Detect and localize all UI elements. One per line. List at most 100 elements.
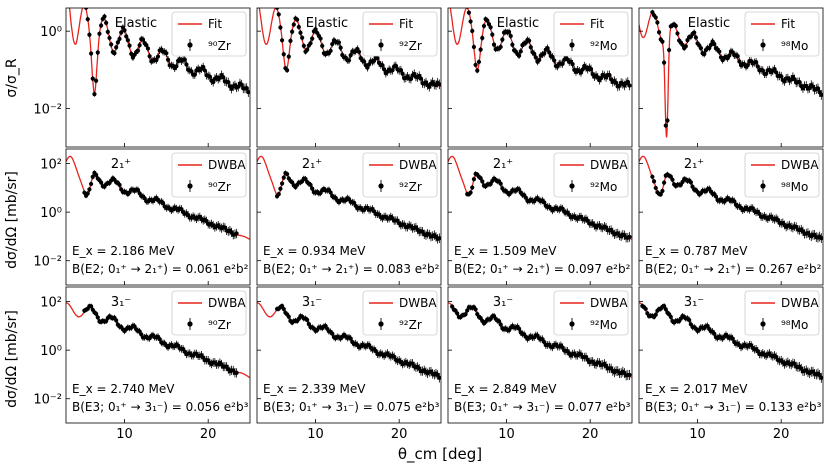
data-point (560, 61, 565, 66)
data-point (745, 63, 750, 68)
data-point (702, 52, 707, 57)
data-point (660, 39, 665, 44)
transition-strength: B(E2; 0₁⁺ → 2₁⁺) = 0.083 e²b² (263, 262, 440, 276)
data-point (598, 76, 604, 81)
data-point (94, 311, 99, 316)
data-point (437, 375, 441, 380)
data-point (500, 37, 505, 42)
data-point (88, 181, 94, 187)
data-point (713, 194, 719, 199)
panel-1-1: 2₁⁺ DWBA ⁹²Zr E_x = 0.934 MeV B(E2; 0₁⁺ → 2₁… (256, 148, 442, 286)
data-point (712, 41, 717, 47)
data-point (627, 83, 632, 88)
data-point (661, 303, 667, 309)
legend-label-nucleus: ⁹⁸Mo (781, 318, 808, 332)
data-point (516, 53, 522, 58)
data-point (485, 18, 490, 23)
data-point (764, 71, 769, 76)
data-point (656, 30, 662, 35)
y-tick-label: 10⁰ (40, 206, 62, 221)
data-point (707, 45, 712, 51)
data-point (336, 40, 342, 45)
x-tick-label: 10 (689, 427, 706, 442)
data-point (117, 182, 122, 188)
data-point (688, 180, 693, 185)
data-point (338, 45, 343, 50)
legend-label-fit: DWBA (208, 296, 246, 310)
data-point (99, 180, 104, 185)
panel-frame (65, 148, 251, 286)
data-point (488, 181, 493, 187)
data-point (115, 40, 120, 45)
panel-title: Elastic (497, 16, 539, 31)
data-point (328, 190, 333, 195)
data-points (274, 170, 441, 244)
data-point (653, 185, 658, 191)
plot-area (448, 155, 632, 243)
data-point (239, 82, 244, 87)
data-point (687, 317, 692, 323)
data-point (114, 318, 119, 323)
data-point (94, 172, 99, 177)
legend-label-nucleus: ⁹⁸Mo (781, 180, 808, 194)
data-point (418, 76, 424, 81)
data-point (201, 64, 206, 70)
data-point (735, 54, 740, 59)
panel-frame (65, 286, 251, 424)
y-tick-label: 10² (40, 158, 62, 173)
data-point (673, 23, 678, 28)
data-point (160, 200, 166, 206)
panel-title: 3₁⁻ (684, 295, 704, 310)
data-points (82, 303, 239, 378)
data-point (542, 339, 547, 345)
transition-strength: B(E3; 0₁⁺ → 3₁⁻) = 0.056 e²b³ (72, 400, 249, 414)
data-point (607, 72, 612, 78)
data-point (147, 54, 152, 59)
data-point (468, 19, 473, 24)
data-point (85, 191, 90, 196)
data-point (627, 234, 632, 240)
data-point (473, 62, 478, 68)
data-point (732, 199, 737, 204)
data-point (665, 118, 670, 123)
data-point (667, 47, 672, 53)
data-point (275, 8, 280, 10)
panel-frame (256, 148, 442, 286)
data-point (296, 24, 301, 30)
legend-label-nucleus: ⁹²Zr (399, 180, 422, 194)
data-point (730, 336, 735, 341)
excitation-energy: E_x = 2.339 MeV (263, 382, 366, 396)
data-point (154, 58, 159, 63)
data-point (496, 319, 502, 324)
data-point (552, 58, 557, 63)
panel-title: 2₁⁺ (493, 157, 513, 172)
data-point (680, 42, 685, 47)
x-tick-label: 20 (200, 427, 217, 442)
y-tick-label: 10² (40, 296, 62, 311)
data-point (189, 69, 194, 74)
data-point (88, 51, 94, 56)
plot-area (257, 302, 441, 383)
data-point (712, 331, 717, 336)
data-point (643, 306, 648, 312)
data-point (516, 326, 522, 331)
panel-1-0: 10² 10⁰ 10⁻² 2₁⁺ DWBA ⁹⁰Zr E_x = 2.186 MeV B(E2… (33, 148, 251, 286)
data-point (508, 33, 513, 39)
data-point (246, 89, 250, 95)
data-point (614, 80, 619, 85)
data-point (318, 36, 323, 41)
data-point (708, 42, 714, 47)
data-point (112, 51, 117, 56)
transition-strength: B(E2; 0₁⁺ → 2₁⁺) = 0.097 e²b² (454, 262, 631, 276)
data-point (518, 49, 523, 54)
data-point (142, 196, 147, 201)
data-point (301, 43, 306, 48)
data-point (437, 82, 441, 87)
x-axis-label: θ_cm [deg] (398, 445, 482, 464)
data-point (184, 62, 189, 67)
data-point (84, 8, 89, 10)
data-point (491, 42, 497, 47)
data-point (390, 68, 395, 73)
legend-marker (760, 183, 766, 189)
excitation-energy: E_x = 2.740 MeV (72, 382, 175, 396)
